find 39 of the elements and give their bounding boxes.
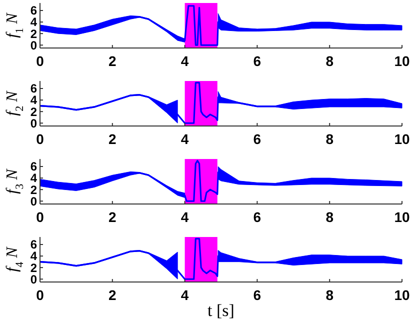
y-tick-label: 2 xyxy=(30,104,38,119)
x-tick-label: 4 xyxy=(180,209,189,225)
x-tick-label: 8 xyxy=(326,287,334,303)
y-tick-label: 2 xyxy=(30,182,38,197)
x-tick-label: 10 xyxy=(394,209,410,225)
y-tick-label: 4 xyxy=(30,171,38,186)
x-tick-label: 2 xyxy=(108,287,116,303)
y-tick-label: 0 xyxy=(30,194,38,208)
x-tick-label: 6 xyxy=(253,209,262,225)
y-tick-label: 6 xyxy=(30,160,38,174)
x-tick-label: 4 xyxy=(180,131,189,147)
y-tick-label: 2 xyxy=(30,26,38,41)
y-tick-label: 6 xyxy=(30,82,38,96)
y-tick-label: 0 xyxy=(30,272,38,286)
line-series xyxy=(39,82,403,124)
x-axis-title: t [s] xyxy=(208,301,234,320)
x-tick-label: 4 xyxy=(180,287,189,303)
x-tick-label: 10 xyxy=(394,287,410,303)
x-tick-label: 4 xyxy=(180,53,189,69)
x-tick-label: 6 xyxy=(253,131,262,147)
x-tick-label: 2 xyxy=(108,209,116,225)
line-series xyxy=(39,238,403,280)
x-tick-label: 8 xyxy=(326,53,334,69)
y-tick-label: 4 xyxy=(30,93,38,108)
y-tick-label: 0 xyxy=(30,116,38,130)
y-tick-label: 6 xyxy=(30,238,38,252)
x-tick-label: 10 xyxy=(394,53,410,69)
x-tick-label: 6 xyxy=(253,287,262,303)
x-tick-label: 10 xyxy=(394,131,410,147)
x-tick-label: 2 xyxy=(108,53,116,69)
y-tick-label: 0 xyxy=(30,38,38,52)
x-tick-label: 6 xyxy=(253,53,262,69)
x-tick-label: 8 xyxy=(326,209,334,225)
y-tick-label: 6 xyxy=(30,4,38,18)
y-tick-label: 4 xyxy=(30,15,38,30)
x-tick-label: 8 xyxy=(326,131,334,147)
x-tick-label: 2 xyxy=(108,131,116,147)
y-tick-label: 4 xyxy=(30,249,38,264)
y-tick-label: 2 xyxy=(30,260,38,275)
